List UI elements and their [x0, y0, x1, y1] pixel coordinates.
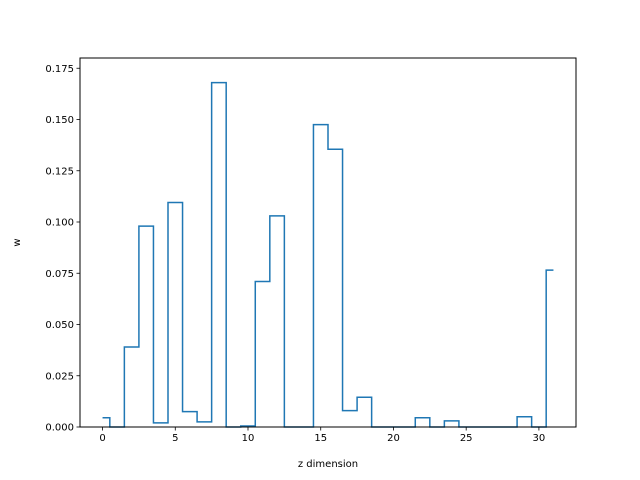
x-tick-label: 10	[242, 433, 255, 444]
x-tick-label: 15	[314, 433, 327, 444]
y-tick-label: 0.125	[45, 166, 74, 177]
x-tick-label: 25	[460, 433, 473, 444]
x-axis-label: z dimension	[298, 459, 358, 470]
x-tick-label: 20	[387, 433, 400, 444]
y-tick-label: 0.000	[45, 423, 74, 434]
y-axis-label: w	[12, 238, 23, 246]
axes-frame	[79, 57, 577, 428]
x-axis-ticks: 0 5 10 15 20 25 30	[99, 427, 545, 444]
y-tick-label: 0.175	[45, 64, 74, 75]
y-tick-label: 0.025	[45, 371, 74, 382]
y-tick-label: 0.050	[45, 320, 74, 331]
x-tick-label: 0	[99, 433, 105, 444]
y-axis-ticks: 0.000 0.025 0.050 0.075 0.100 0.125 0.150 0.175	[45, 64, 80, 434]
y-tick-label: 0.150	[45, 115, 74, 126]
y-tick-label: 0.075	[45, 269, 74, 280]
x-tick-label: 5	[172, 433, 178, 444]
y-tick-label: 0.100	[45, 218, 74, 229]
x-tick-label: 30	[533, 433, 546, 444]
